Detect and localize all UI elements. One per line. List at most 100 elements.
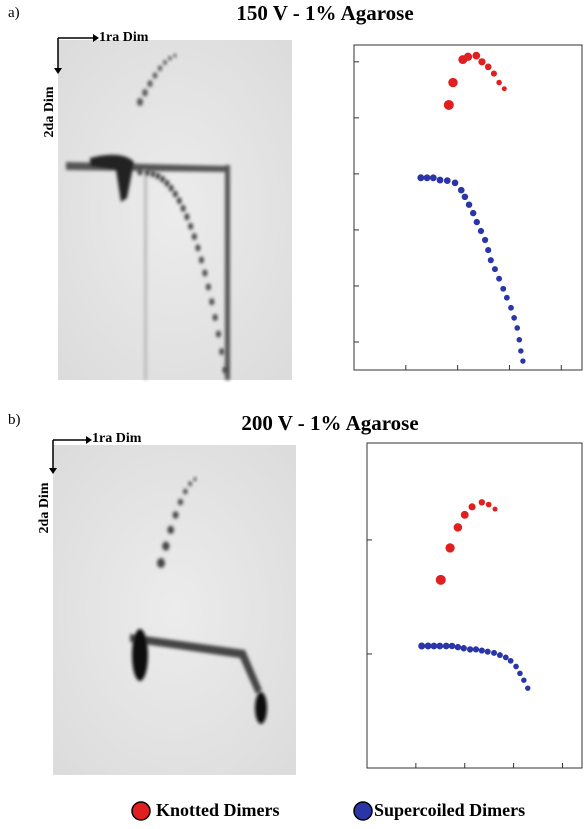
point [454, 643, 462, 651]
gel-spot [205, 283, 211, 291]
point [482, 236, 489, 244]
point [443, 99, 454, 110]
point [423, 174, 431, 182]
point [461, 193, 469, 201]
point [436, 642, 444, 650]
panel-label: a) [8, 5, 20, 21]
point [511, 315, 517, 321]
gel-spot [183, 488, 188, 495]
gel-spot [180, 204, 186, 212]
gel-spot [147, 80, 153, 88]
point [521, 677, 527, 683]
gel-spot [162, 541, 170, 551]
point [460, 645, 467, 652]
point [490, 70, 497, 77]
gel-spot [163, 59, 167, 66]
first-dim-label: 1ra Dim [92, 431, 142, 446]
gel-spot [191, 233, 197, 241]
gel-spot [195, 244, 201, 252]
gel-spot [152, 72, 158, 79]
point [443, 177, 451, 184]
point [503, 294, 510, 301]
point [477, 227, 485, 235]
point [496, 79, 502, 86]
point [473, 218, 480, 226]
point [442, 642, 450, 650]
point [457, 186, 465, 194]
point [484, 63, 492, 71]
point [491, 649, 498, 656]
point [484, 648, 491, 655]
point [478, 58, 486, 66]
legend-label: Knotted Dimers [156, 800, 279, 820]
gel-image [58, 40, 292, 380]
gel-spot [160, 175, 166, 183]
gel-spot [168, 55, 172, 61]
gel-spot [172, 190, 178, 198]
panel-title: 200 V - 1% Agarose [241, 411, 418, 435]
gel-spot [188, 222, 194, 230]
gel-image [53, 445, 296, 775]
point [502, 654, 509, 661]
point [429, 174, 437, 182]
point [485, 501, 492, 508]
point [491, 266, 498, 273]
point [478, 647, 485, 654]
gel-spot [137, 168, 143, 176]
gel-spot [184, 213, 190, 221]
first-dim-label: 1ra Dim [99, 30, 149, 45]
point [445, 543, 455, 553]
point [514, 325, 521, 331]
point [472, 51, 481, 60]
plot-frame [366, 442, 583, 769]
gel-spot [176, 197, 182, 205]
gel-spot [157, 558, 165, 568]
point [417, 174, 425, 182]
gel-spot [144, 168, 150, 176]
point [460, 510, 469, 519]
panel-title: 150 V - 1% Agarose [236, 1, 413, 25]
gel-spot [137, 98, 143, 106]
gel-spot [172, 511, 179, 519]
point [435, 574, 446, 585]
second-dim-label: 2da Dim [42, 86, 57, 137]
legend-swatch [131, 801, 151, 821]
point [520, 358, 526, 364]
point [463, 52, 473, 61]
gel-spot [188, 481, 192, 487]
point [430, 642, 438, 650]
panel-label: b) [8, 412, 21, 428]
gel-spot [142, 88, 148, 97]
gel-spot [198, 256, 204, 264]
point [472, 646, 480, 653]
point [513, 663, 519, 670]
gel-spot [212, 313, 218, 321]
point [525, 685, 531, 691]
gel-spot [164, 179, 170, 187]
gel-spot [167, 525, 174, 535]
legend-swatch [353, 801, 373, 821]
point [453, 523, 463, 532]
point [487, 257, 494, 264]
point [507, 657, 514, 664]
gel-spot [155, 172, 161, 180]
point [492, 506, 498, 512]
point [448, 642, 456, 650]
gel-spot [157, 65, 163, 72]
point [448, 77, 458, 88]
gel-spot [168, 184, 174, 192]
point [466, 646, 474, 653]
point [478, 499, 486, 506]
point [468, 503, 476, 511]
point [418, 642, 426, 650]
legend-label: Supercoiled Dimers [374, 800, 525, 820]
gel-spot [193, 477, 197, 482]
gel-spot [209, 298, 215, 306]
gel-spot [222, 366, 228, 374]
second-dim-label: 2da Dim [37, 482, 52, 533]
gel-spot [215, 330, 221, 338]
point [436, 176, 444, 184]
point [517, 670, 523, 677]
point [451, 179, 459, 187]
